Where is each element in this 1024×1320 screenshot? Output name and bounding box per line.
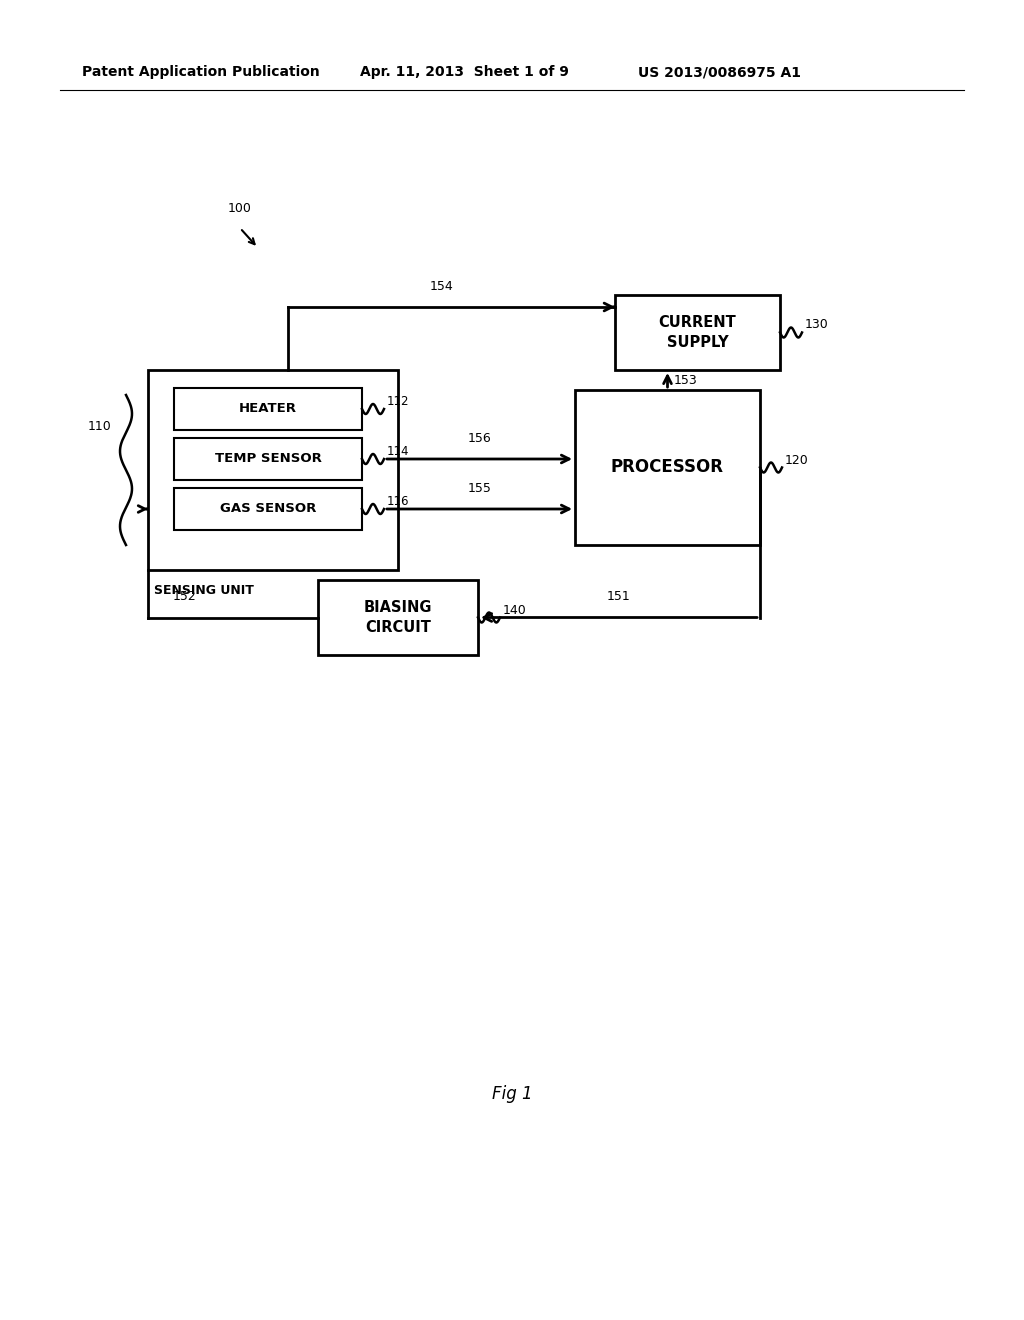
Text: 151: 151	[607, 590, 631, 603]
Bar	[148, 370, 398, 570]
Text: BIASING
CIRCUIT: BIASING CIRCUIT	[364, 601, 432, 635]
Text: PROCESSOR: PROCESSOR	[611, 458, 724, 477]
Text: 130: 130	[805, 318, 828, 331]
Bar	[174, 388, 362, 430]
Text: 156: 156	[468, 432, 492, 445]
Text: 154: 154	[430, 280, 454, 293]
Text: 114: 114	[387, 445, 410, 458]
Text: 152: 152	[173, 590, 197, 603]
Text: Apr. 11, 2013  Sheet 1 of 9: Apr. 11, 2013 Sheet 1 of 9	[360, 65, 569, 79]
Text: CURRENT
SUPPLY: CURRENT SUPPLY	[658, 315, 736, 350]
Text: Patent Application Publication: Patent Application Publication	[82, 65, 319, 79]
Text: SENSING UNIT: SENSING UNIT	[154, 583, 254, 597]
Text: TEMP SENSOR: TEMP SENSOR	[215, 453, 322, 466]
Text: 140: 140	[503, 603, 526, 616]
Bar	[575, 389, 760, 545]
Text: 155: 155	[468, 482, 492, 495]
Text: US 2013/0086975 A1: US 2013/0086975 A1	[638, 65, 801, 79]
Bar	[615, 294, 780, 370]
Bar	[318, 579, 478, 655]
Text: HEATER: HEATER	[239, 403, 297, 416]
Text: GAS SENSOR: GAS SENSOR	[220, 503, 316, 516]
Bar	[174, 438, 362, 480]
Text: 110: 110	[88, 420, 112, 433]
Text: 153: 153	[674, 374, 697, 387]
Text: 116: 116	[387, 495, 410, 508]
Text: 120: 120	[785, 454, 809, 466]
Text: Fig 1: Fig 1	[492, 1085, 532, 1104]
Bar	[174, 488, 362, 531]
Text: 100: 100	[228, 202, 252, 215]
Text: 112: 112	[387, 395, 410, 408]
